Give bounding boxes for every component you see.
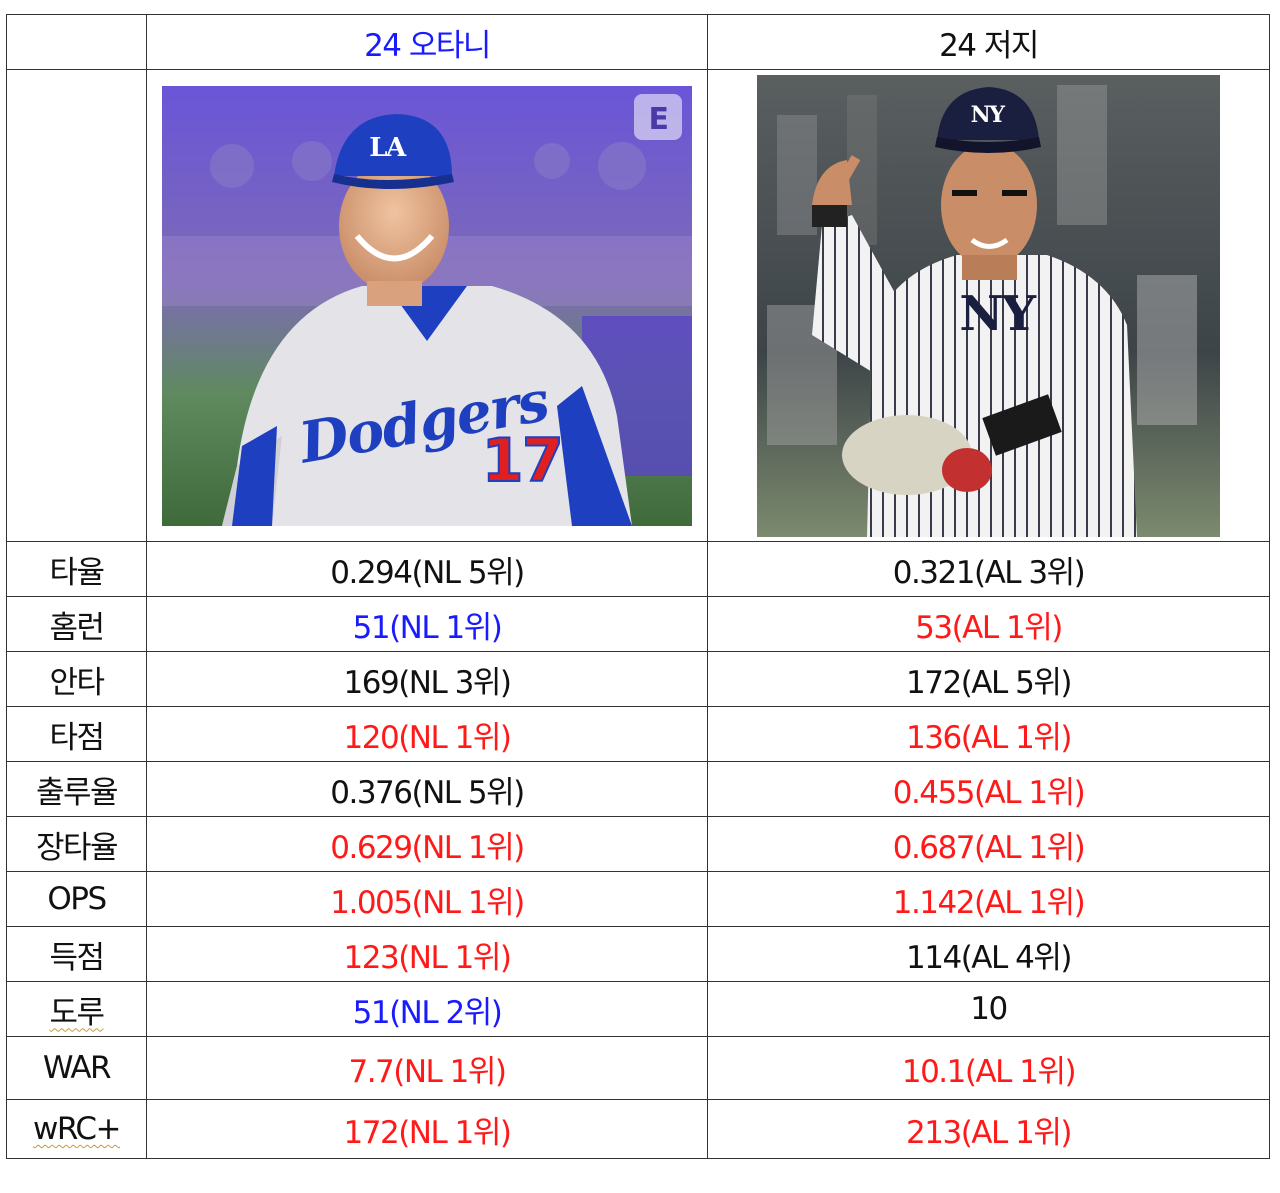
player1-stat: 1.005(NL 1위) (146, 871, 708, 927)
player1-stat: 51(NL 2위) (146, 981, 708, 1037)
stat-label: 도루 (6, 981, 147, 1037)
player1-stat: 7.7(NL 1위) (146, 1036, 708, 1100)
player2-stat: 53(AL 1위) (707, 596, 1270, 652)
stat-label: 득점 (6, 926, 147, 982)
photo-corner-cell (6, 69, 147, 542)
player2-stat: 0.455(AL 1위) (707, 761, 1270, 817)
svg-text:E: E (649, 102, 668, 137)
player1-stat: 172(NL 1위) (146, 1099, 708, 1159)
comparison-table: 24 오타니 24 저지 (6, 14, 1270, 1159)
stat-label-text: wRC+ (33, 1111, 121, 1147)
player2-stat: 172(AL 5위) (707, 651, 1270, 707)
player2-stat: 136(AL 1위) (707, 706, 1270, 762)
stat-row-slg: 장타율 0.629(NL 1위) 0.687(AL 1위) (6, 816, 1270, 872)
stat-label: 안타 (6, 651, 147, 707)
stat-row-obp: 출루율 0.376(NL 5위) 0.455(AL 1위) (6, 761, 1270, 817)
stat-row-wrc-plus: wRC+ 172(NL 1위) 213(AL 1위) (6, 1099, 1270, 1159)
stat-row-stolen-bases: 도루 51(NL 2위) 10 (6, 981, 1270, 1037)
player2-photo: NY NY (757, 74, 1220, 537)
stat-label: 홈런 (6, 596, 147, 652)
photo-row: Dodgers 17 LA E (6, 69, 1270, 542)
player1-stat: 0.294(NL 5위) (146, 541, 708, 597)
player1-stat: 0.376(NL 5위) (146, 761, 708, 817)
player1-stat: 120(NL 1위) (146, 706, 708, 762)
player1-stat: 0.629(NL 1위) (146, 816, 708, 872)
stat-label: OPS (6, 871, 147, 927)
player2-header: 24 저지 (707, 14, 1270, 70)
svg-text:LA: LA (369, 133, 407, 163)
stat-label: 출루율 (6, 761, 147, 817)
stat-row-runs: 득점 123(NL 1위) 114(AL 4위) (6, 926, 1270, 982)
player2-stat: 0.687(AL 1위) (707, 816, 1270, 872)
svg-text:NY: NY (971, 102, 1006, 128)
svg-text:NY: NY (959, 286, 1036, 342)
corner-cell (6, 14, 147, 70)
stat-label: 타율 (6, 541, 147, 597)
stat-label: 타점 (6, 706, 147, 762)
stat-row-rbi: 타점 120(NL 1위) 136(AL 1위) (6, 706, 1270, 762)
stat-row-ops: OPS 1.005(NL 1위) 1.142(AL 1위) (6, 871, 1270, 927)
stat-row-batting-average: 타율 0.294(NL 5위) 0.321(AL 3위) (6, 541, 1270, 597)
stat-label-text: 도루 (49, 994, 105, 1031)
svg-text:17: 17 (482, 426, 563, 496)
header-row: 24 오타니 24 저지 (6, 14, 1270, 70)
stat-label: 장타율 (6, 816, 147, 872)
player1-header: 24 오타니 (146, 14, 708, 70)
stat-row-hits: 안타 169(NL 3위) 172(AL 5위) (6, 651, 1270, 707)
player1-photo-cell: Dodgers 17 LA E (146, 69, 708, 542)
player1-photo: Dodgers 17 LA E (162, 85, 692, 526)
player2-photo-cell: NY NY (707, 69, 1270, 542)
player2-stat: 114(AL 4위) (707, 926, 1270, 982)
player1-stat: 169(NL 3위) (146, 651, 708, 707)
player2-stat: 0.321(AL 3위) (707, 541, 1270, 597)
player2-stat: 10.1(AL 1위) (707, 1036, 1270, 1100)
stat-row-home-runs: 홈런 51(NL 1위) 53(AL 1위) (6, 596, 1270, 652)
stat-row-war: WAR 7.7(NL 1위) 10.1(AL 1위) (6, 1036, 1270, 1100)
stat-label: WAR (6, 1036, 147, 1100)
player1-stat: 51(NL 1위) (146, 596, 708, 652)
player2-stat: 10 (707, 981, 1270, 1037)
stat-label: wRC+ (6, 1099, 147, 1159)
player1-stat: 123(NL 1위) (146, 926, 708, 982)
player2-stat: 213(AL 1위) (707, 1099, 1270, 1159)
player2-stat: 1.142(AL 1위) (707, 871, 1270, 927)
